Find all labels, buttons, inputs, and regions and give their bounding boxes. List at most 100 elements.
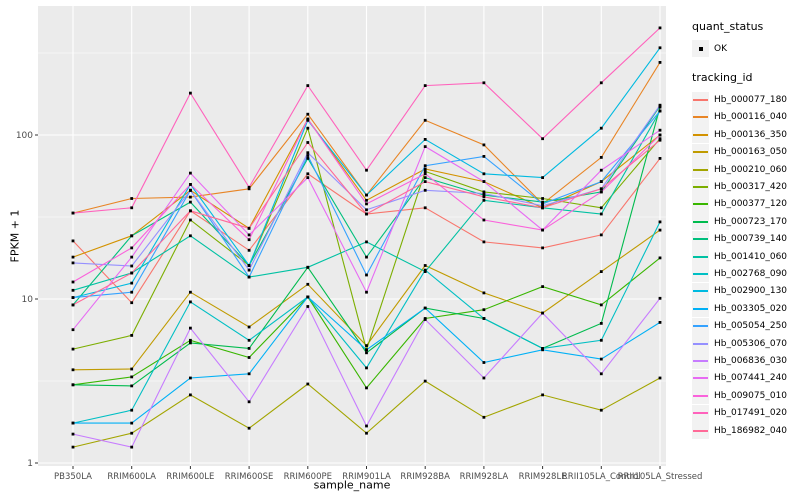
data-point bbox=[658, 137, 662, 141]
data-point bbox=[130, 206, 134, 210]
data-point bbox=[189, 234, 192, 238]
data-point bbox=[130, 421, 134, 425]
data-point bbox=[189, 341, 192, 345]
x-tick-label: PB350LA bbox=[54, 472, 92, 482]
data-point bbox=[599, 206, 603, 210]
legend-key-line-icon bbox=[692, 387, 709, 405]
legend-item-Hb_000739_140: Hb_000739_140 bbox=[692, 230, 798, 248]
line-swatch-icon bbox=[693, 377, 708, 380]
data-point bbox=[71, 303, 75, 307]
x-tick-label: RRII105LA_Control bbox=[562, 472, 641, 482]
data-point bbox=[541, 246, 544, 250]
legend-key-line-icon bbox=[692, 317, 709, 335]
legend-item-Hb_000163_050: Hb_000163_050 bbox=[692, 143, 798, 161]
data-point bbox=[189, 393, 192, 397]
data-point bbox=[658, 128, 662, 132]
data-point bbox=[423, 270, 427, 273]
data-point bbox=[306, 126, 310, 130]
x-tick-label: RRIM600PE bbox=[284, 472, 332, 482]
legend-item-label: Hb_006836_030 bbox=[714, 355, 788, 366]
data-point bbox=[482, 317, 486, 320]
data-point bbox=[423, 167, 427, 171]
x-tick-label: RRIM928LE bbox=[519, 472, 567, 482]
legend-item-Hb_001410_060: Hb_001410_060 bbox=[692, 248, 798, 266]
data-point bbox=[71, 445, 75, 449]
line-swatch-icon bbox=[693, 99, 708, 102]
legend-item-label: Hb_001410_060 bbox=[714, 251, 788, 262]
data-point bbox=[71, 383, 75, 387]
legend-item-label: Hb_186982_040 bbox=[714, 425, 788, 436]
data-point bbox=[247, 400, 251, 404]
line-swatch-icon bbox=[693, 325, 708, 328]
x-axis-title: sample_name bbox=[313, 478, 391, 492]
data-point bbox=[482, 143, 486, 147]
data-point bbox=[658, 228, 662, 232]
data-point bbox=[71, 368, 75, 372]
data-point bbox=[189, 290, 192, 294]
legend-key-line-icon bbox=[692, 161, 709, 179]
data-point bbox=[599, 233, 603, 237]
data-point bbox=[306, 117, 310, 121]
legend-item-Hb_017491_020: Hb_017491_020 bbox=[692, 404, 798, 422]
x-tick-label: RRIM901LA bbox=[342, 472, 391, 482]
data-point bbox=[247, 325, 251, 329]
data-point bbox=[306, 295, 310, 299]
data-point bbox=[482, 198, 486, 202]
data-point bbox=[482, 415, 486, 419]
data-point bbox=[71, 288, 75, 292]
data-point bbox=[365, 193, 368, 197]
data-point bbox=[365, 273, 368, 277]
data-point bbox=[306, 282, 310, 286]
data-point bbox=[423, 170, 427, 173]
data-point bbox=[71, 255, 75, 259]
data-point bbox=[658, 133, 662, 137]
data-point bbox=[306, 157, 310, 160]
data-point bbox=[658, 61, 662, 64]
line-swatch-icon bbox=[693, 186, 708, 189]
data-point bbox=[247, 338, 251, 342]
data-point bbox=[365, 366, 368, 370]
data-point bbox=[306, 172, 310, 176]
legend-key-line-icon bbox=[692, 404, 709, 422]
data-point bbox=[599, 372, 603, 376]
legend-item-label: Hb_003305_020 bbox=[714, 303, 788, 314]
data-point bbox=[247, 264, 251, 267]
legend-item-Hb_000116_040: Hb_000116_040 bbox=[692, 108, 798, 126]
data-point bbox=[541, 393, 544, 397]
legend-item-label: Hb_000163_050 bbox=[714, 147, 788, 158]
data-point bbox=[71, 261, 75, 265]
legend-tracking-id-block: tracking_id Hb_000077_180 Hb_000116_040 Hb… bbox=[692, 71, 798, 439]
data-point bbox=[658, 321, 662, 324]
legend-item-label: Hb_000136_350 bbox=[714, 129, 788, 140]
data-point bbox=[541, 285, 544, 288]
data-point bbox=[189, 200, 192, 204]
legend-item-label: Hb_009075_010 bbox=[714, 390, 788, 401]
y-axis-title: FPKM + 1 bbox=[8, 209, 22, 263]
legend-item-Hb_000210_060: Hb_000210_060 bbox=[692, 161, 798, 179]
legend-item-label: Hb_000723_170 bbox=[714, 216, 788, 227]
data-point bbox=[482, 155, 486, 158]
data-point bbox=[599, 180, 603, 183]
x-tick-label: RRIM600LA bbox=[107, 472, 156, 482]
data-point bbox=[71, 211, 75, 215]
line-swatch-icon bbox=[693, 151, 708, 154]
data-point bbox=[599, 408, 603, 412]
data-point bbox=[189, 209, 192, 213]
data-point bbox=[423, 188, 427, 192]
data-point bbox=[130, 445, 134, 449]
data-point bbox=[658, 296, 662, 300]
data-point bbox=[423, 84, 427, 87]
data-point bbox=[541, 228, 544, 232]
data-point bbox=[423, 145, 427, 148]
data-point bbox=[599, 126, 603, 130]
data-point bbox=[541, 202, 544, 206]
legend-tracking-id-title: tracking_id bbox=[692, 71, 753, 85]
legend-key-line-icon bbox=[692, 195, 709, 213]
legend-item-label: Hb_000077_180 bbox=[714, 95, 788, 106]
x-tick-label: RRIM928LA bbox=[460, 472, 509, 482]
data-point bbox=[482, 240, 486, 244]
legend-item-Hb_002768_090: Hb_002768_090 bbox=[692, 265, 798, 283]
data-point bbox=[247, 248, 251, 252]
data-point bbox=[130, 367, 134, 371]
